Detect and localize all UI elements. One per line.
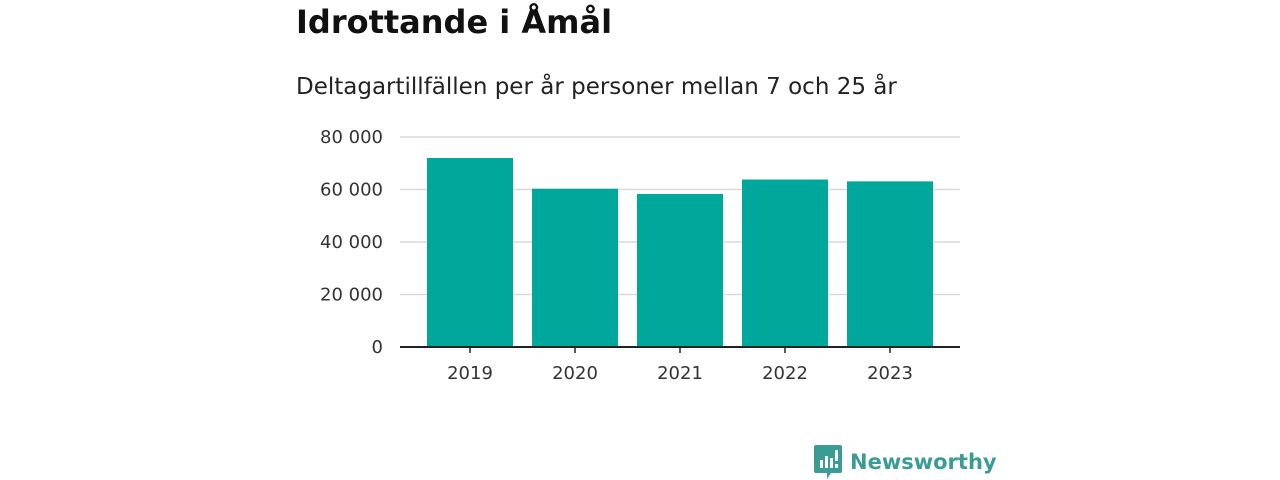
logo-text: Newsworthy	[850, 450, 997, 474]
chart-subtitle: Deltagartillfällen per år personer mella…	[296, 74, 897, 100]
bar-2023	[847, 181, 933, 347]
newsworthy-logo-icon	[814, 445, 842, 479]
x-tick-label: 2022	[762, 363, 808, 384]
chart-title: Idrottande i Åmål	[296, 3, 613, 41]
x-tick-label: 2019	[447, 363, 493, 384]
y-tick-label: 60 000	[320, 180, 383, 201]
y-tick-label: 80 000	[320, 127, 383, 148]
x-tick-label: 2023	[867, 363, 913, 384]
x-tick-label: 2020	[552, 363, 598, 384]
bar-2022	[742, 179, 828, 347]
x-tick-label: 2021	[657, 363, 703, 384]
y-tick-label: 40 000	[320, 232, 383, 253]
y-tick-label: 0	[372, 337, 383, 358]
y-axis-ticks: 0 20 000 40 000 60 000 80 000	[320, 127, 383, 358]
bar-2019	[427, 158, 513, 347]
bar-2020	[532, 188, 618, 347]
bar-2021	[637, 193, 723, 347]
x-axis-ticks: 2019 2020 2021 2022 2023	[447, 347, 913, 384]
bars	[427, 158, 933, 347]
y-tick-label: 20 000	[320, 285, 383, 306]
newsworthy-logo: Newsworthy	[814, 444, 997, 480]
